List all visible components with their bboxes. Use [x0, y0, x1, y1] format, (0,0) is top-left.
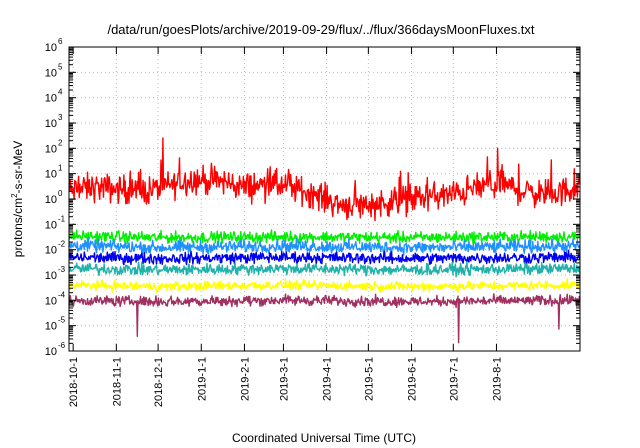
y-axis: 10-610-510-410-310-210-11001011021031041… [45, 37, 580, 358]
x-tick-label: 2018-11-1 [111, 357, 123, 406]
x-tick-label: 2019-3-1 [278, 357, 290, 401]
y-tick-exponent: 0 [58, 189, 63, 198]
x-tick-label: 2019-4-1 [322, 357, 334, 401]
x-tick-label: 2019-6-1 [407, 357, 419, 401]
y-tick-exponent: 1 [58, 164, 63, 173]
y-tick-label: 10 [45, 194, 57, 206]
y-tick-exponent: 5 [58, 62, 63, 71]
y-tick-exponent: 6 [58, 37, 63, 46]
y-tick-label: 10 [45, 321, 57, 333]
y-tick-label: 10 [45, 270, 57, 282]
series-line-3 [68, 237, 581, 256]
y-axis-label: protons/cm2-s-sr-MeV [10, 141, 25, 257]
series-line-6 [68, 277, 581, 293]
y-tick-label: 10 [45, 346, 57, 358]
x-tick-label: 2019-7-1 [448, 357, 460, 401]
x-tick-label: 2019-8-1 [491, 357, 503, 401]
y-tick-exponent: 4 [58, 88, 63, 97]
y-tick-exponent: -3 [58, 265, 66, 274]
y-tick-exponent: -5 [58, 316, 66, 325]
y-tick-exponent: -2 [58, 240, 66, 249]
y-axis-label-sup: 2 [10, 193, 19, 198]
y-tick-label: 10 [45, 93, 57, 105]
y-axis-label-main: protons/cm [11, 198, 25, 257]
x-tick-label: 2018-10-1 [68, 357, 80, 407]
y-tick-label: 10 [45, 245, 57, 257]
series-line-7 [68, 293, 581, 344]
series-layer [68, 137, 581, 344]
x-axis-label: Coordinated Universal Time (UTC) [232, 431, 416, 445]
y-tick-label: 10 [45, 143, 57, 155]
x-axis: 2018-10-1 2018-11-1 2018-12-1 2019-1-1 2019-… [68, 47, 503, 407]
y-tick-label: 10 [45, 169, 57, 181]
x-tick-label: 2018-12-1 [153, 357, 165, 407]
series-line-2 [68, 229, 581, 245]
y-tick-label: 10 [45, 219, 57, 231]
series-line-5 [68, 261, 581, 278]
y-tick-exponent: 3 [58, 113, 63, 122]
y-tick-exponent: 2 [58, 138, 63, 147]
series-line-4 [68, 249, 581, 266]
x-tick-label: 2019-1-1 [196, 357, 208, 401]
y-tick-exponent: -1 [58, 214, 66, 223]
y-tick-label: 10 [45, 295, 57, 307]
x-tick-label: 2019-2-1 [239, 357, 251, 401]
y-axis-label-rest: -s-sr-MeV [11, 141, 25, 194]
y-tick-label: 10 [45, 118, 57, 130]
y-tick-exponent: -6 [58, 341, 66, 350]
y-tick-label: 10 [45, 42, 57, 54]
series-line-1 [68, 137, 581, 222]
chart-title: /data/run/goesPlots/archive/2019-09-29/f… [107, 22, 534, 37]
y-tick-label: 10 [45, 67, 57, 79]
y-tick-exponent: -4 [58, 290, 66, 299]
x-tick-label: 2019-5-1 [363, 357, 375, 401]
